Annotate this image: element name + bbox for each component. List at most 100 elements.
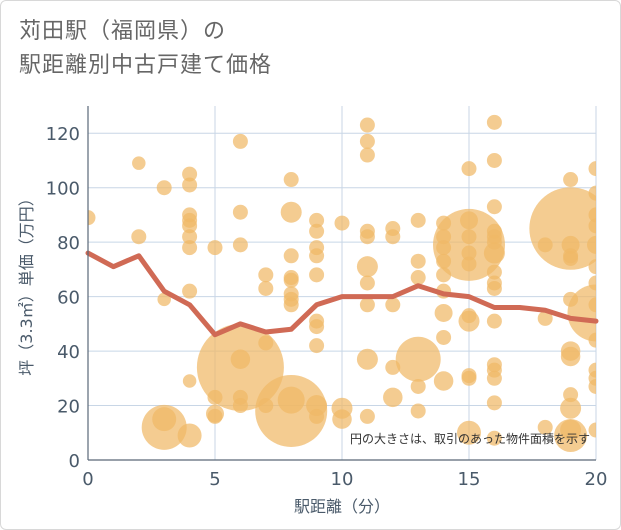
data-bubble	[332, 409, 352, 429]
data-bubble	[182, 240, 198, 256]
data-bubble	[588, 218, 596, 234]
data-bubble	[461, 161, 477, 177]
x-tick-label: 10	[331, 469, 354, 490]
bubble-layer	[88, 114, 596, 452]
data-bubble	[560, 346, 581, 367]
y-tick-label: 20	[57, 397, 80, 418]
data-bubble	[486, 430, 502, 446]
data-bubble	[561, 235, 580, 254]
y-tick-label: 120	[46, 124, 80, 145]
data-bubble	[563, 172, 579, 188]
data-bubble	[567, 284, 596, 342]
data-bubble	[588, 259, 596, 275]
chart-title: 苅田駅（福岡県）の 駅距離別中古戸建て価格	[19, 15, 272, 83]
average-line-layer	[85, 250, 599, 338]
data-bubble	[309, 408, 325, 424]
data-bubble	[232, 237, 248, 253]
data-bubble	[359, 229, 375, 245]
data-bubble	[141, 404, 187, 450]
data-bubble	[433, 208, 505, 281]
data-bubble	[131, 229, 147, 245]
data-bubble	[486, 280, 502, 296]
data-bubble	[537, 419, 553, 435]
data-bubble	[486, 199, 502, 215]
y-tick-label: 80	[57, 233, 80, 254]
chart-title-line1: 苅田駅（福岡県）の	[19, 19, 227, 44]
data-bubble	[258, 335, 274, 351]
data-bubble	[356, 256, 378, 278]
axes: 0 20 40 60 80 100 120 0 5 10 15 20	[46, 106, 608, 490]
data-bubble	[410, 378, 426, 394]
x-tick-label: 5	[209, 469, 220, 490]
data-bubble	[283, 172, 299, 188]
data-bubble	[359, 408, 375, 424]
data-bubble	[458, 310, 480, 332]
data-bubble	[258, 280, 274, 296]
data-bubble	[563, 250, 579, 266]
data-bubble	[461, 245, 477, 261]
data-bubble	[255, 374, 328, 447]
data-bubble	[436, 329, 452, 345]
data-bubble	[410, 253, 426, 269]
data-bubble	[588, 332, 596, 348]
data-bubble	[309, 223, 325, 239]
data-bubble	[588, 185, 596, 201]
data-bubble	[132, 156, 146, 170]
data-bubble	[486, 264, 502, 280]
data-bubble	[232, 398, 248, 414]
data-bubble	[433, 371, 454, 391]
data-bubble	[486, 370, 502, 386]
data-bubble	[588, 378, 596, 394]
data-bubble	[182, 166, 198, 182]
x-tick-label: 0	[82, 469, 93, 490]
data-bubble	[537, 310, 553, 326]
x-tick-label: 20	[585, 469, 608, 490]
data-bubble	[359, 147, 375, 163]
data-bubble	[177, 423, 202, 448]
data-bubble	[309, 267, 325, 283]
data-bubble	[461, 370, 477, 386]
data-bubble	[486, 114, 502, 130]
average-price-line	[85, 250, 599, 338]
data-bubble	[182, 177, 198, 193]
data-bubble	[554, 418, 588, 452]
data-bubble	[410, 270, 426, 286]
y-tick-label: 0	[69, 451, 80, 472]
data-bubble	[588, 161, 596, 177]
data-bubble	[309, 248, 325, 264]
x-axis-label: 駅距離（分）	[294, 497, 390, 516]
data-bubble	[529, 187, 596, 270]
data-bubble	[587, 235, 596, 254]
data-bubble	[359, 117, 375, 133]
data-bubble	[359, 297, 375, 313]
data-bubble	[156, 180, 172, 196]
data-bubble	[385, 229, 401, 245]
data-bubble	[309, 212, 325, 228]
data-bubble	[560, 397, 582, 419]
data-bubble	[182, 229, 198, 245]
data-bubble	[182, 283, 198, 299]
data-bubble	[258, 267, 274, 283]
data-bubble	[483, 242, 505, 264]
data-bubble	[309, 319, 325, 335]
chart-title-line2: 駅距離別中古戸建て価格	[19, 53, 273, 78]
data-bubble	[334, 215, 350, 231]
data-bubble	[486, 395, 502, 411]
data-bubble	[157, 292, 171, 307]
data-bubble	[383, 387, 403, 408]
data-bubble	[434, 303, 453, 322]
data-bubble	[280, 201, 302, 223]
data-bubble	[207, 240, 223, 256]
data-bubble	[486, 313, 502, 329]
data-bubble	[356, 348, 378, 370]
data-bubble	[182, 374, 197, 388]
data-bubble	[410, 212, 426, 228]
data-bubble	[283, 297, 299, 313]
y-tick-label: 60	[57, 288, 80, 309]
y-tick-label: 40	[57, 342, 80, 363]
data-bubble	[207, 408, 223, 424]
size-annotation: 円の大きさは、取引のあった物件面積を示す	[350, 431, 590, 446]
data-bubble	[563, 387, 579, 403]
